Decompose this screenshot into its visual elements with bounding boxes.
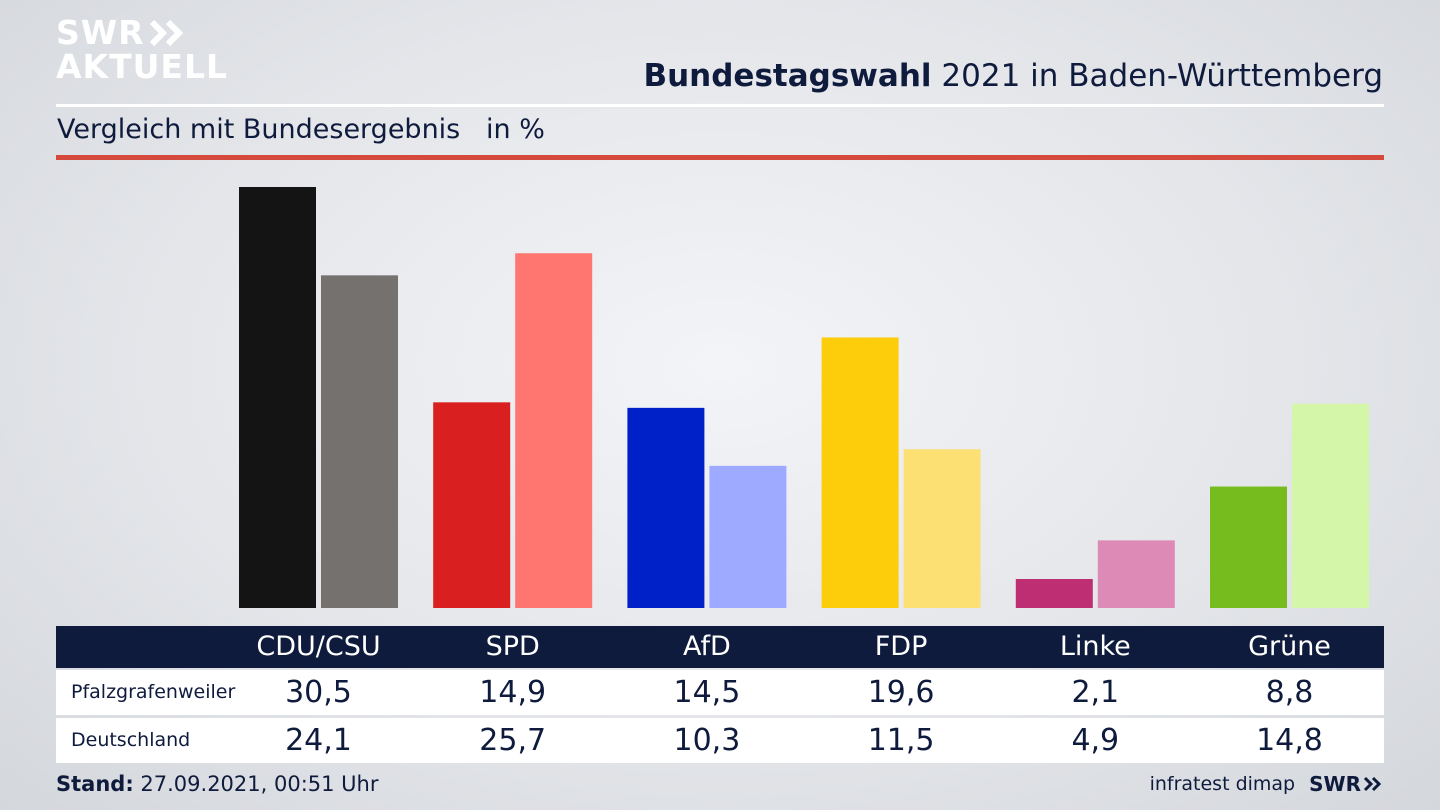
row-label: Pfalzgrafenweiler — [71, 681, 236, 703]
stand-value: 27.09.2021, 00:51 Uhr — [133, 772, 379, 796]
bar-chart — [239, 187, 1369, 608]
table-cell: 2,1 — [1071, 675, 1120, 710]
table-cell: 24,1 — [285, 723, 352, 758]
bar-local-2 — [627, 407, 705, 608]
source-label: infratest dimap — [1149, 773, 1296, 795]
bar-national-0 — [321, 275, 398, 608]
column-header: Grüne — [1248, 631, 1331, 662]
accent-rule — [56, 155, 1384, 160]
logo-line-2: AKTUELL — [56, 47, 229, 86]
table-cell: 14,5 — [673, 675, 741, 710]
swr-brand: SWR — [1309, 772, 1361, 796]
bar-local-3 — [821, 337, 899, 608]
table-cell: 10,3 — [673, 723, 741, 758]
column-header: SPD — [485, 631, 540, 662]
stand-label: Stand: — [56, 772, 134, 796]
column-header: CDU/CSU — [256, 631, 381, 662]
logo-line-1: SWR — [56, 13, 145, 52]
swr-footer-logo: SWR — [1309, 772, 1383, 796]
bar-national-3 — [903, 449, 981, 608]
bar-national-5 — [1292, 403, 1369, 608]
double-chevron-icon — [149, 19, 183, 47]
chart-title-rest: 2021 in Baden-Württemberg — [931, 58, 1383, 94]
bar-local-4 — [1015, 579, 1093, 608]
table-header: CDU/CSU SPD AfD FDP Linke Grüne — [56, 626, 1384, 668]
column-header: Linke — [1059, 631, 1131, 662]
column-header: AfD — [682, 631, 731, 662]
results-table: CDU/CSU SPD AfD FDP Linke Grüne Pfalzgrafenwe… — [56, 626, 1384, 763]
table-cell: 14,8 — [1256, 723, 1323, 758]
timestamp: Stand: 27.09.2021, 00:51 Uhr — [56, 772, 379, 796]
bar-local-5 — [1210, 486, 1287, 608]
table-cell: 4,9 — [1071, 723, 1120, 758]
table-cell: 30,5 — [285, 675, 352, 710]
swr-aktuell-logo: SWR AKTUELL — [56, 16, 228, 84]
source-credit: infratest dimap SWR — [1150, 772, 1383, 796]
table-cell: 11,5 — [867, 723, 935, 758]
bar-national-1 — [515, 253, 593, 608]
chart-title-bold: Bundestagswahl — [643, 58, 932, 94]
table-cell: 8,8 — [1265, 675, 1314, 710]
chart-title: Bundestagswahl 2021 in Baden-Württemberg — [643, 58, 1383, 94]
table-cell: 14,9 — [479, 675, 547, 710]
row-label: Deutschland — [71, 729, 191, 751]
bar-national-2 — [709, 465, 787, 608]
bar-local-1 — [433, 402, 511, 608]
bar-local-0 — [239, 187, 316, 608]
header-divider — [56, 104, 1384, 107]
double-chevron-icon — [1363, 776, 1382, 792]
column-header: FDP — [874, 631, 928, 662]
table-row: Pfalzgrafenweiler 30,5 14,9 14,5 19,6 2,1 8,8 — [56, 670, 1384, 715]
chart-subtitle: Vergleich mit Bundesergebnis in % — [57, 114, 545, 145]
table-row: Deutschland 24,1 25,7 10,3 11,5 4,9 14,8 — [56, 718, 1384, 763]
table-cell: 19,6 — [867, 675, 935, 710]
bar-national-4 — [1097, 540, 1175, 608]
table-cell: 25,7 — [479, 723, 547, 758]
